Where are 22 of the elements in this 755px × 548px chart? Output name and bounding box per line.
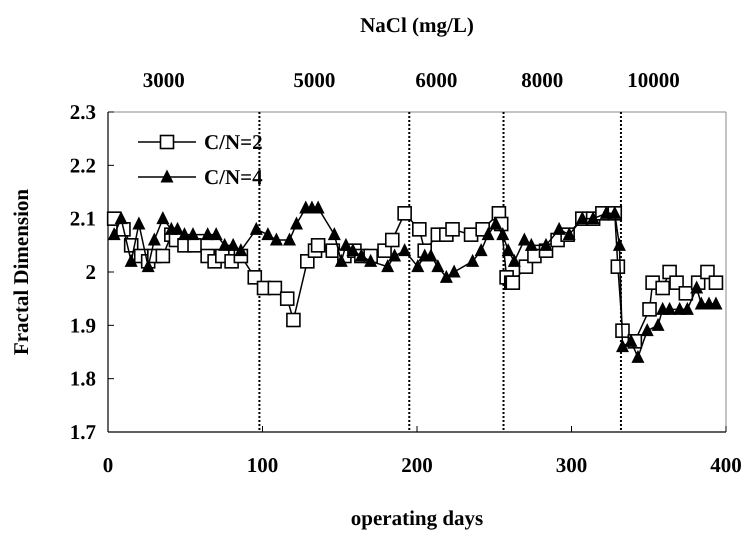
text: 10000 xyxy=(627,68,680,92)
text: 3000 xyxy=(142,68,185,92)
text: 5000 xyxy=(293,68,336,92)
legend-label: C/N=4 xyxy=(204,165,264,189)
y-tick-label: 2.3 xyxy=(70,100,96,124)
y-tick-label: 1.7 xyxy=(70,420,96,444)
x-tick-label: 0 xyxy=(102,453,114,477)
y-tick-label: 2.1 xyxy=(70,206,96,231)
y-tick-label: 1.9 xyxy=(70,313,96,338)
text: 6000 xyxy=(415,68,458,92)
x-tick-label: 200 xyxy=(401,453,433,477)
x-tick-label: 300 xyxy=(556,453,588,477)
x-tick-label: 400 xyxy=(710,453,742,477)
y-tick-label: 2 xyxy=(86,260,96,284)
y-tick-label: 1.8 xyxy=(70,366,96,391)
legend-label: C/N=2 xyxy=(204,130,263,154)
chart-title: NaCl (mg/L) xyxy=(360,13,474,37)
x-tick-label: 100 xyxy=(246,453,278,477)
x-axis-title: operating days xyxy=(350,506,484,530)
y-tick-label: 2.2 xyxy=(70,153,96,178)
text: 8000 xyxy=(521,68,564,92)
y-axis-title: Fractal Dimension xyxy=(9,188,33,356)
